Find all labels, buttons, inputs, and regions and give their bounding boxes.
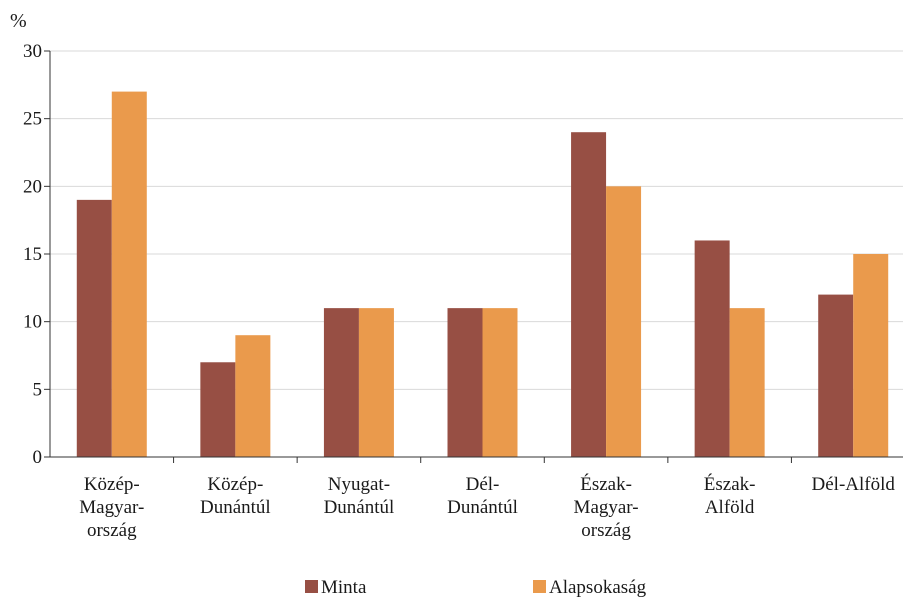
- x-tick-label-line: ország: [87, 520, 137, 541]
- x-tick-label-line: Észak-: [580, 473, 632, 495]
- x-tick-labels: Közép-Magyar-országKözép-DunántúlNyugat-…: [79, 473, 895, 541]
- x-tick-label: Dél-Dunántúl: [447, 474, 518, 518]
- bar-minta-0: [76, 199, 112, 457]
- x-tick-label: Észak-Alföld: [704, 473, 756, 518]
- x-tick-label-line: Magyar-: [79, 497, 144, 518]
- x-tick-label-line: Közép-: [207, 474, 263, 495]
- bars: [76, 91, 889, 458]
- y-tick-label: 5: [33, 379, 43, 400]
- y-tick-label: 20: [23, 176, 42, 197]
- y-axis-unit-label: %: [10, 10, 27, 32]
- bar-alapsokaság-5: [729, 308, 765, 457]
- y-tick-labels: 0 5 10 15 20 25 30: [23, 41, 42, 468]
- y-tick-label: 25: [23, 109, 42, 130]
- bar-alapsokaság-4: [606, 186, 642, 458]
- bar-alapsokaság-0: [111, 91, 147, 457]
- axes: [44, 50, 903, 463]
- bar-minta-4: [571, 132, 607, 457]
- bar-minta-6: [818, 294, 854, 457]
- x-tick-label-line: Dunántúl: [200, 497, 271, 518]
- x-tick-label: Nyugat-Dunántúl: [324, 474, 395, 518]
- x-tick-label-line: Dunántúl: [447, 497, 518, 518]
- x-tick-label: Észak-Magyar-ország: [574, 473, 639, 541]
- legend-label-alapsokaság: Alapsokaság: [549, 577, 647, 598]
- bar-alapsokaság-6: [853, 254, 889, 457]
- bar-minta-2: [323, 308, 359, 457]
- x-tick-label-line: Magyar-: [574, 497, 639, 518]
- x-tick-label-line: Dél-Alföld: [812, 474, 896, 495]
- x-tick-label-line: Alföld: [705, 497, 755, 518]
- x-tick-label: Közép-Dunántúl: [200, 474, 271, 518]
- x-tick-label: Dél-Alföld: [812, 474, 896, 495]
- bar-minta-3: [447, 308, 483, 457]
- x-tick-label-line: Közép-: [84, 474, 140, 495]
- x-tick-label-line: ország: [581, 520, 631, 541]
- x-tick-label-line: Észak-: [704, 473, 756, 495]
- bar-alapsokaság-3: [482, 308, 518, 457]
- y-tick-label: 30: [23, 41, 42, 62]
- x-tick-label: Közép-Magyar-ország: [79, 474, 144, 541]
- x-tick-label-line: Dunántúl: [324, 497, 395, 518]
- legend-label-minta: Minta: [321, 577, 367, 598]
- x-tick-label-line: Dél-: [466, 474, 500, 495]
- y-tick-label: 15: [23, 244, 42, 265]
- bar-minta-5: [694, 240, 730, 457]
- y-tick-label: 0: [33, 447, 43, 468]
- x-tick-label-line: Nyugat-: [328, 474, 390, 495]
- bar-minta-1: [200, 362, 236, 457]
- bar-alapsokaság-1: [235, 335, 271, 457]
- y-tick-label: 10: [23, 312, 42, 333]
- legend-swatch-minta: [305, 580, 318, 593]
- legend: Minta Alapsokaság: [305, 577, 647, 598]
- bar-alapsokaság-2: [358, 308, 394, 457]
- legend-swatch-alapsokaság: [533, 580, 546, 593]
